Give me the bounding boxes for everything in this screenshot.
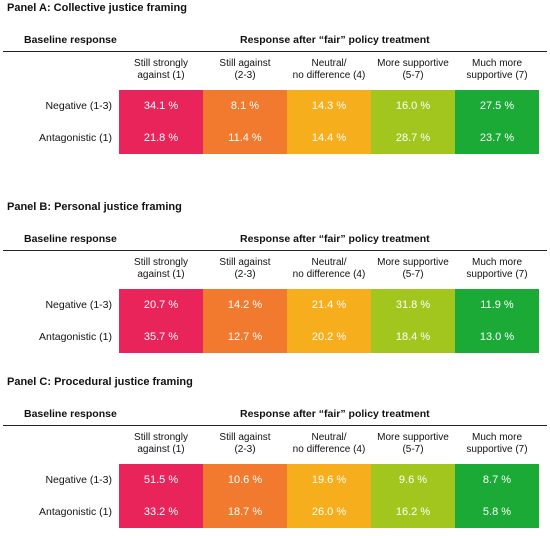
column-header-line: against (1) [137, 444, 185, 455]
column-header-line: Neutral/ [311, 257, 347, 268]
baseline-response-header: Baseline response [24, 34, 117, 46]
row-label: Negative (1-3) [45, 299, 112, 311]
panel-title: Panel B: Personal justice framing [7, 201, 182, 213]
column-header: Much more supportive (7) [455, 432, 539, 456]
table-cell: 13.0 % [455, 321, 539, 353]
panel-title: Panel A: Collective justice framing [7, 2, 187, 14]
table-cell: 51.5 % [119, 464, 203, 496]
row-label: Antagonistic (1) [39, 331, 112, 343]
baseline-response-header: Baseline response [24, 408, 117, 420]
column-header-line: no difference (4) [292, 269, 366, 280]
column-header-line: no difference (4) [292, 444, 366, 455]
row-label: Negative (1-3) [45, 100, 112, 112]
column-header-line: More supportive [377, 257, 449, 268]
table-cell: 35.7 % [119, 321, 203, 353]
table-cell: 21.4 % [287, 289, 371, 321]
table-cell: 14.3 % [287, 90, 371, 122]
table-cell: 11.4 % [203, 122, 287, 154]
column-header: Still against (2-3) [203, 58, 287, 82]
column-header: Still strongly against (1) [119, 432, 203, 456]
baseline-response-header: Baseline response [24, 233, 117, 245]
table-cell: 26.0 % [287, 496, 371, 528]
column-header-line: no difference (4) [292, 70, 366, 81]
column-header: Neutral/no difference (4) [287, 432, 371, 456]
table-cell: 20.2 % [287, 321, 371, 353]
column-header: More supportive (5-7) [371, 58, 455, 82]
table-cell: 10.6 % [203, 464, 287, 496]
response-header: Response after “fair” policy treatment [240, 408, 430, 420]
column-header: Much more supportive (7) [455, 58, 539, 82]
table-cell: 34.1 % [119, 90, 203, 122]
column-header-line: Still strongly [134, 432, 188, 443]
row-label: Negative (1-3) [45, 474, 112, 486]
table-cell: 27.5 % [455, 90, 539, 122]
row-label: Antagonistic (1) [39, 506, 112, 518]
column-header-line: Still against [219, 58, 271, 69]
panel-a: Panel A: Collective justice framing Basel… [0, 2, 550, 162]
table-cell: 20.7 % [119, 289, 203, 321]
column-header-line: More supportive [377, 432, 449, 443]
column-header: Still against (2-3) [203, 257, 287, 281]
table-cell: 18.7 % [203, 496, 287, 528]
table-cell: 11.9 % [455, 289, 539, 321]
table-cell: 8.1 % [203, 90, 287, 122]
row-label: Antagonistic (1) [39, 132, 112, 144]
table-cell: 31.8 % [371, 289, 455, 321]
column-header-line: (2-3) [234, 70, 256, 81]
column-header-line: against (1) [137, 70, 185, 81]
header-rule [3, 51, 547, 52]
column-header-line: supportive (7) [466, 444, 528, 455]
table-cell: 14.4 % [287, 122, 371, 154]
table-cell: 18.4 % [371, 321, 455, 353]
response-header: Response after “fair” policy treatment [240, 233, 430, 245]
column-header-line: (5-7) [402, 444, 424, 455]
column-header-line: Much more [471, 257, 522, 268]
panel-title: Panel C: Procedural justice framing [7, 376, 193, 388]
column-header-line: (2-3) [234, 444, 256, 455]
panel-b: Panel B: Personal justice framing Baselin… [0, 201, 550, 361]
column-header: Neutral/no difference (4) [287, 257, 371, 281]
table-cell: 5.8 % [455, 496, 539, 528]
column-header-line: Much more [471, 58, 522, 69]
header-rule [3, 425, 547, 426]
table-cell: 16.0 % [371, 90, 455, 122]
column-header-line: against (1) [137, 269, 185, 280]
column-header-line: Neutral/ [311, 58, 347, 69]
header-rule [3, 250, 547, 251]
column-header-line: Still strongly [134, 257, 188, 268]
table-cell: 14.2 % [203, 289, 287, 321]
column-header-line: supportive (7) [466, 269, 528, 280]
column-header-line: (5-7) [402, 269, 424, 280]
column-header-line: Still strongly [134, 58, 188, 69]
column-header-line: (2-3) [234, 269, 256, 280]
table-cell: 23.7 % [455, 122, 539, 154]
column-header-line: Still against [219, 432, 271, 443]
column-header-line: (5-7) [402, 70, 424, 81]
response-header: Response after “fair” policy treatment [240, 34, 430, 46]
column-header-line: supportive (7) [466, 70, 528, 81]
column-header: Much more supportive (7) [455, 257, 539, 281]
column-header-line: Still against [219, 257, 271, 268]
panel-c: Panel C: Procedural justice framing Basel… [0, 376, 550, 536]
column-header: More supportive (5-7) [371, 432, 455, 456]
table-cell: 21.8 % [119, 122, 203, 154]
table-cell: 12.7 % [203, 321, 287, 353]
table-cell: 28.7 % [371, 122, 455, 154]
column-header: Neutral/no difference (4) [287, 58, 371, 82]
column-header-line: Neutral/ [311, 432, 347, 443]
table-cell: 8.7 % [455, 464, 539, 496]
table-cell: 33.2 % [119, 496, 203, 528]
column-header: Still strongly against (1) [119, 257, 203, 281]
column-header: Still strongly against (1) [119, 58, 203, 82]
table-cell: 16.2 % [371, 496, 455, 528]
column-header: Still against (2-3) [203, 432, 287, 456]
column-header-line: More supportive [377, 58, 449, 69]
table-cell: 19.6 % [287, 464, 371, 496]
column-header-line: Much more [471, 432, 522, 443]
column-header: More supportive (5-7) [371, 257, 455, 281]
table-cell: 9.6 % [371, 464, 455, 496]
